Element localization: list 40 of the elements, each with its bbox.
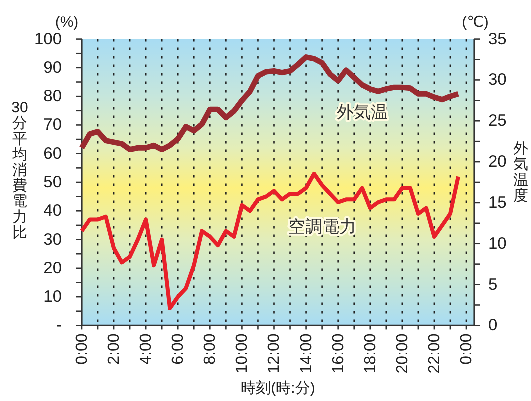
- x-tick-label: 8:00: [202, 334, 219, 365]
- y-tick-label: 70: [44, 116, 62, 134]
- y-tick-label: 90: [44, 58, 62, 77]
- series-label: 外気温: [336, 102, 388, 122]
- x-tick-label: 4:00: [138, 334, 155, 365]
- y-tick-label: -: [56, 316, 62, 335]
- x-tick-label: 2:00: [106, 334, 123, 365]
- y-tick-label: 10: [44, 288, 62, 306]
- y2-tick-label: 0: [488, 316, 498, 335]
- y-tick-label: 100: [34, 30, 62, 48]
- x-tick-label: 6:00: [170, 334, 187, 365]
- x-tick-label: 16:00: [330, 334, 347, 374]
- x-tick-label: 14:00: [298, 334, 315, 374]
- y2-tick-label: 20: [488, 153, 507, 172]
- y-tick-label: 60: [44, 144, 62, 163]
- x-tick-label: 22:00: [426, 334, 443, 374]
- y2-tick-label: 35: [488, 30, 507, 48]
- x-tick-label: 18:00: [362, 334, 379, 374]
- text: (℃): [462, 14, 489, 30]
- x-tick-label: 10:00: [234, 334, 251, 374]
- x-tick-label: 0:00: [458, 334, 475, 365]
- y-axis-title: 30分平均消費電力比: [12, 99, 28, 241]
- x-tick-label: 0:00: [74, 334, 90, 365]
- line-series: [80, 172, 460, 311]
- y2-tick-label: 30: [488, 71, 507, 90]
- y-tick-label: 80: [44, 88, 62, 106]
- text: (%): [55, 14, 79, 30]
- y-tick-label: 40: [44, 202, 62, 220]
- series-label: 空調電力: [288, 216, 356, 236]
- y2-tick-label: 15: [488, 194, 507, 212]
- x-axis-title: 時刻(時:分): [241, 380, 316, 397]
- y2-tick-label: 25: [488, 112, 507, 130]
- x-tick-label: 12:00: [266, 334, 283, 374]
- y2-axis-title: 外気温度: [514, 140, 528, 204]
- y-tick-label: 50: [44, 174, 62, 192]
- y2-tick-label: 5: [488, 276, 498, 294]
- y2-tick-label: 10: [488, 234, 507, 253]
- y-tick-label: 20: [44, 259, 62, 278]
- x-tick-label: 20:00: [394, 334, 411, 374]
- y-tick-label: 30: [44, 230, 62, 249]
